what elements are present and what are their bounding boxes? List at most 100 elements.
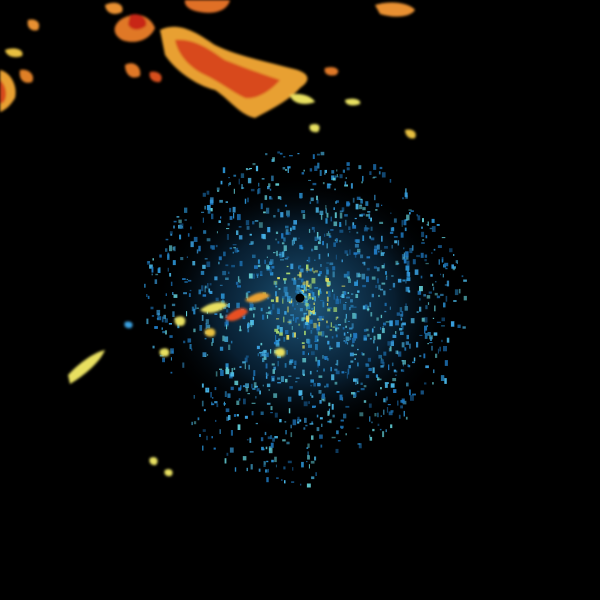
- speckle: [292, 316, 295, 321]
- speckle: [273, 366, 276, 371]
- speckle: [273, 341, 277, 345]
- speckle: [411, 245, 414, 251]
- speckle: [319, 417, 323, 420]
- speckle: [322, 301, 325, 308]
- speckle: [193, 395, 195, 399]
- speckle: [232, 206, 236, 213]
- speckle: [206, 354, 209, 356]
- speckle: [191, 421, 193, 426]
- speckle: [267, 468, 269, 473]
- speckle: [265, 352, 269, 358]
- speckle: [154, 326, 158, 329]
- speckle: [191, 306, 194, 312]
- speckle: [255, 165, 259, 172]
- speckle: [362, 284, 366, 288]
- speckle: [275, 183, 280, 186]
- speckle: [302, 345, 305, 349]
- speckle: [234, 247, 239, 253]
- speckle: [187, 338, 192, 343]
- speckle: [193, 308, 196, 315]
- speckle: [309, 423, 314, 425]
- speckle: [147, 295, 150, 299]
- speckle: [320, 214, 323, 220]
- speckle: [332, 271, 335, 278]
- speckle: [227, 223, 230, 226]
- speckle: [311, 476, 315, 480]
- speckle: [357, 362, 359, 367]
- speckle: [274, 328, 279, 332]
- speckle: [233, 367, 236, 370]
- speckle: [354, 358, 356, 360]
- speckle: [236, 230, 239, 235]
- speckle: [308, 228, 311, 233]
- speckle: [249, 301, 253, 308]
- speckle: [262, 234, 266, 240]
- speckle: [172, 311, 175, 317]
- speckle: [380, 252, 385, 256]
- speckle: [245, 292, 249, 299]
- speckle: [211, 342, 213, 346]
- speckle: [326, 325, 330, 329]
- speckle: [416, 214, 418, 217]
- speckle: [207, 283, 209, 289]
- speckle: [381, 172, 386, 178]
- speckle: [326, 183, 331, 189]
- speckle: [356, 390, 360, 393]
- speckle: [264, 259, 266, 265]
- speckle: [381, 265, 385, 269]
- speckle: [446, 337, 450, 343]
- speckle: [438, 259, 440, 265]
- speckle: [261, 351, 266, 357]
- speckle: [277, 208, 280, 213]
- speckle: [312, 310, 315, 315]
- speckle: [196, 249, 199, 254]
- speckle: [453, 300, 457, 302]
- speckle: [309, 290, 314, 294]
- speckle: [364, 304, 368, 310]
- speckle: [275, 340, 280, 345]
- speckle: [354, 253, 357, 258]
- speckle: [320, 264, 322, 267]
- speckle: [262, 357, 265, 363]
- speckle: [308, 464, 310, 469]
- speckle: [369, 436, 373, 441]
- speckle: [333, 207, 335, 210]
- speckle: [433, 369, 435, 374]
- speckle: [347, 342, 349, 345]
- speckle: [199, 434, 201, 437]
- speckle: [405, 279, 407, 284]
- speckle: [249, 437, 252, 443]
- speckle: [252, 163, 256, 166]
- speckle: [378, 171, 381, 175]
- speckle: [376, 317, 379, 321]
- speckle: [214, 276, 218, 281]
- speckle: [445, 295, 448, 302]
- speckle: [396, 312, 401, 316]
- speckle: [191, 348, 193, 351]
- speckle: [302, 358, 307, 363]
- speckle: [336, 430, 339, 435]
- speckle: [370, 312, 373, 317]
- speckle: [402, 279, 406, 282]
- speckle: [161, 327, 163, 330]
- speckle: [242, 385, 246, 388]
- speckle: [172, 292, 174, 295]
- speckle: [259, 270, 263, 276]
- speckle: [439, 346, 441, 352]
- speckle: [244, 363, 246, 370]
- speckle: [365, 214, 369, 217]
- speckle: [390, 341, 394, 346]
- speckle: [214, 387, 217, 391]
- speckle: [312, 154, 315, 159]
- speckle: [463, 295, 467, 301]
- speckle: [308, 293, 311, 297]
- speckle: [198, 245, 201, 252]
- speckle: [287, 167, 289, 173]
- speckle: [265, 469, 268, 473]
- speckle: [324, 173, 326, 175]
- speckle: [204, 258, 208, 260]
- speckle: [178, 219, 182, 224]
- speckle: [429, 227, 433, 230]
- speckle: [218, 256, 222, 261]
- speckle: [325, 278, 329, 282]
